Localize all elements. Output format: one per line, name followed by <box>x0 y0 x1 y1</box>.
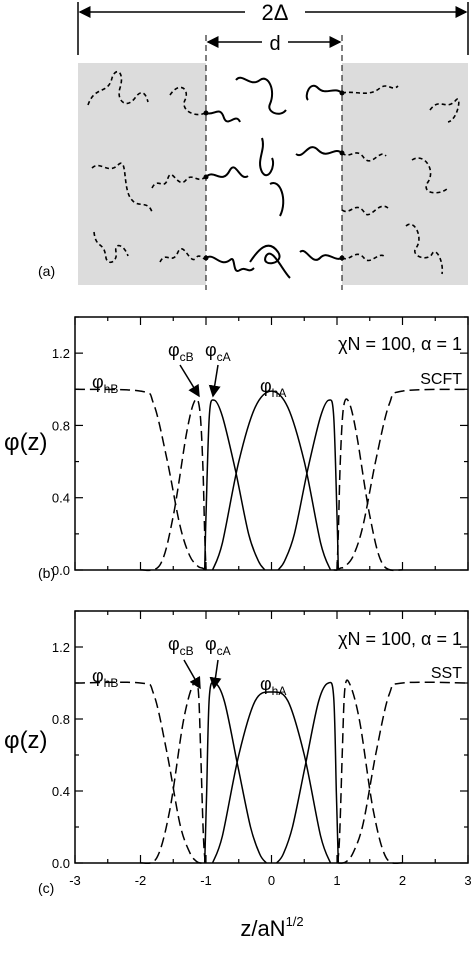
series-line-5 <box>336 679 403 865</box>
dim-2delta-label: 2Δ <box>262 0 289 25</box>
ylabel-b: φ(z) <box>4 429 48 456</box>
plot-frame-b <box>74 316 469 571</box>
params-b: χN = 100, α = 1 <box>338 334 462 354</box>
series-line-0 <box>74 681 205 864</box>
arrow-ca-b <box>208 364 221 398</box>
ytick-label: 0.8 <box>52 712 70 727</box>
ytick-label: 0.4 <box>52 491 70 506</box>
label-phi-hb-c: φhB <box>92 666 118 690</box>
label-phi-ca-b: φcA <box>205 340 231 364</box>
method-c: SST <box>431 665 462 682</box>
ticks-b: 0.0 0.4 0.8 1.2 <box>52 316 469 578</box>
label-phi-ha-c: φhA <box>260 674 286 698</box>
series-line-1 <box>140 679 207 865</box>
arrow-cb-b <box>179 364 200 398</box>
dim-d-label: d <box>269 33 280 55</box>
panel-c-label: (c) <box>38 880 54 896</box>
left-layer-shading <box>78 63 206 285</box>
label-phi-ca-c: φcA <box>205 634 231 658</box>
panel-b: 0.0 0.4 0.8 1.2 φ(z) χN = 100, α = 1 SCFT (… <box>4 316 469 581</box>
label-phi-ha-b: φhA <box>260 376 286 400</box>
series-line-5 <box>336 398 403 572</box>
series-line-6 <box>333 388 469 571</box>
right-layer-shading <box>342 63 468 285</box>
ytick-label: 0.0 <box>52 856 70 871</box>
panel-c: 0.0 0.4 0.8 1.2 -3 -2 -1 0 1 2 3 φ(z) χN = 100, α … <box>4 610 472 941</box>
ticks-c: 0.0 0.4 0.8 1.2 -3 -2 -1 0 1 2 3 <box>52 610 472 888</box>
curves-b <box>74 388 469 572</box>
homopolymer-b-chains-right <box>341 85 460 275</box>
arrow-cb-c <box>183 659 201 690</box>
xlabel-c: z/aN1/2 <box>240 914 303 941</box>
xtick-label: -1 <box>200 873 212 888</box>
label-phi-hb-b: φhB <box>92 372 118 396</box>
series-line-3 <box>211 390 332 571</box>
ytick-label: 0.0 <box>52 563 70 578</box>
series-line-2 <box>203 399 266 571</box>
ylabel-c: φ(z) <box>4 727 48 754</box>
copolymer-a-blocks <box>205 76 343 279</box>
xtick-label: -3 <box>69 873 81 888</box>
panel-b-label: (b) <box>38 565 55 581</box>
series-line-6 <box>338 681 469 864</box>
ytick-label: 1.2 <box>52 346 70 361</box>
panel-a-label: (a) <box>38 263 55 279</box>
label-phi-cb-c: φcB <box>168 634 194 658</box>
series-line-4 <box>277 399 340 571</box>
panel-a: 2Δ d <box>38 0 469 290</box>
series-line-1 <box>140 398 207 572</box>
xtick-label: -2 <box>135 873 147 888</box>
xtick-label: 1 <box>333 873 340 888</box>
curves-c <box>74 679 469 865</box>
xtick-label: 2 <box>399 873 406 888</box>
ytick-label: 0.8 <box>52 418 70 433</box>
series-line-3 <box>211 691 332 864</box>
label-phi-cb-b: φcB <box>168 340 194 364</box>
series-line-2 <box>203 681 267 864</box>
homopolymer-b-chains-left <box>87 70 207 264</box>
series-line-4 <box>276 681 340 864</box>
method-b: SCFT <box>420 371 462 388</box>
junction-points <box>203 90 345 261</box>
xtick-label: 0 <box>268 873 275 888</box>
ytick-label: 1.2 <box>52 640 70 655</box>
ytick-label: 0.4 <box>52 784 70 799</box>
xtick-label: 3 <box>464 873 471 888</box>
params-c: χN = 100, α = 1 <box>338 629 462 649</box>
arrow-ca-c <box>209 659 222 690</box>
